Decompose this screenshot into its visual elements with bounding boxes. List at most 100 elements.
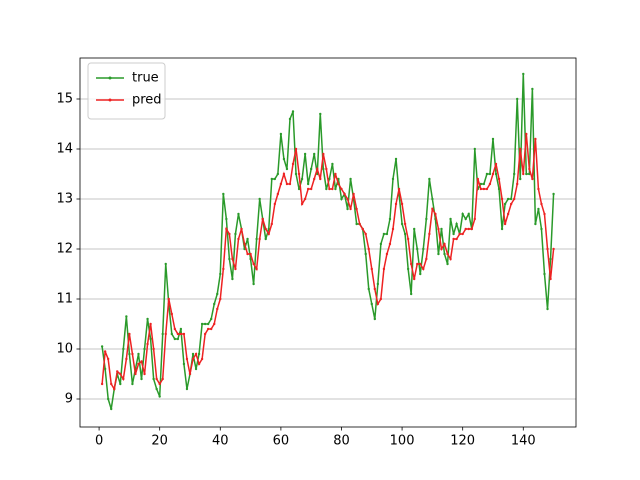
point [340, 197, 343, 201]
point [537, 207, 540, 211]
point [179, 327, 183, 331]
point [303, 152, 307, 156]
x-tick-label: 0 [95, 434, 103, 449]
point [464, 217, 467, 221]
point [519, 147, 522, 151]
point [334, 172, 337, 176]
point [461, 232, 464, 236]
point [546, 247, 549, 251]
y-tick-label: 13 [56, 192, 73, 207]
x-tick-label: 80 [333, 434, 350, 449]
point [158, 382, 161, 386]
point [294, 172, 298, 176]
point [234, 232, 237, 236]
point [203, 332, 207, 336]
point [434, 212, 437, 216]
point [297, 187, 301, 191]
point [279, 182, 283, 186]
point [191, 357, 195, 361]
point [106, 397, 110, 401]
point [300, 202, 304, 206]
point [473, 217, 477, 221]
point [270, 222, 273, 226]
point [337, 182, 340, 186]
point [449, 217, 452, 221]
point [416, 262, 419, 266]
point [140, 360, 143, 363]
point [100, 345, 104, 348]
y-tick-label: 10 [56, 342, 73, 357]
point [376, 282, 380, 286]
point [503, 222, 507, 226]
point [431, 197, 434, 201]
point [422, 247, 425, 251]
point [331, 187, 334, 191]
point [131, 382, 134, 386]
point [252, 282, 255, 286]
point [443, 252, 446, 256]
point [291, 162, 295, 166]
point [140, 377, 143, 381]
point [479, 187, 483, 191]
legend-box [87, 62, 166, 120]
point [509, 202, 513, 206]
point [273, 177, 277, 181]
point [206, 327, 210, 331]
point [155, 387, 158, 391]
y-tick-label: 14 [56, 142, 73, 157]
point [446, 252, 449, 256]
point [422, 267, 425, 271]
point [237, 212, 240, 216]
point [543, 212, 546, 216]
point [276, 172, 280, 176]
point [403, 222, 407, 226]
point [228, 257, 231, 261]
point [258, 197, 261, 201]
point [185, 387, 189, 391]
point [106, 357, 110, 361]
point [370, 302, 373, 306]
point [225, 217, 228, 221]
point [203, 322, 207, 326]
legend-label: pred [132, 93, 162, 108]
point [485, 187, 489, 191]
point [419, 262, 422, 266]
point [449, 257, 452, 261]
point [403, 232, 407, 236]
point [164, 332, 167, 336]
point [516, 182, 519, 186]
point [294, 147, 298, 151]
point [164, 262, 167, 266]
x-tick-label: 60 [273, 434, 290, 449]
point [358, 222, 361, 226]
point [179, 332, 183, 336]
point [261, 217, 264, 221]
point [512, 172, 516, 176]
point [146, 342, 149, 346]
point [382, 232, 386, 236]
point [549, 257, 552, 261]
point [197, 362, 201, 366]
point [240, 227, 243, 231]
point [352, 192, 355, 196]
point [282, 172, 286, 176]
point [158, 395, 161, 398]
point [219, 272, 222, 276]
point [161, 332, 164, 336]
y-tick-label: 15 [56, 92, 73, 107]
point [458, 232, 461, 236]
point [319, 112, 322, 116]
point [306, 182, 310, 186]
point [534, 222, 537, 226]
point [409, 262, 413, 266]
point [385, 252, 389, 256]
point [255, 267, 258, 271]
point [443, 242, 446, 246]
point [191, 352, 195, 356]
point [316, 167, 319, 171]
point [437, 252, 440, 256]
point [461, 212, 464, 216]
point [382, 267, 386, 271]
point [476, 177, 480, 181]
point [376, 302, 380, 306]
